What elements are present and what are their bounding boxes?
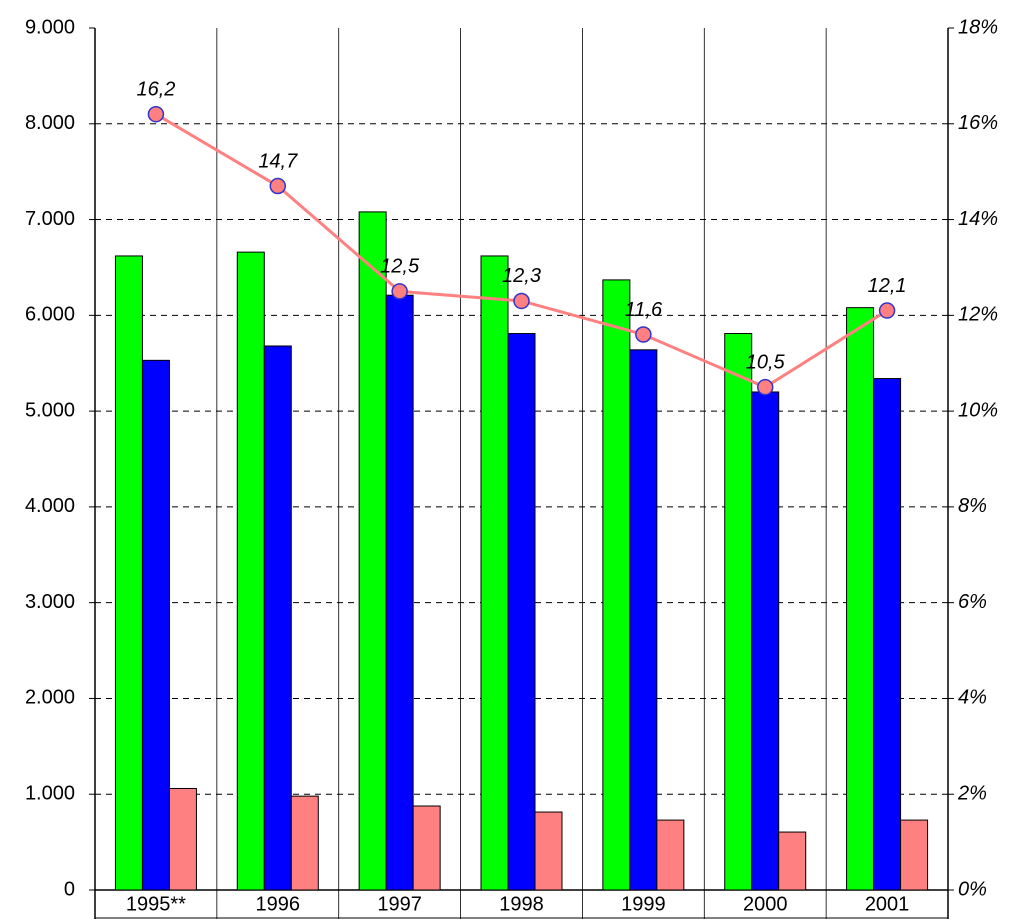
bar bbox=[507, 333, 536, 891]
data-label: 12,3 bbox=[502, 265, 541, 287]
y2-tick-label: 0% bbox=[958, 878, 987, 900]
bar bbox=[290, 795, 319, 891]
x-tick-label: 1998 bbox=[499, 893, 544, 915]
y-tick-label: 2.000 bbox=[25, 687, 75, 709]
y-tick-label: 9.000 bbox=[25, 16, 75, 38]
x-tick-label: 1996 bbox=[256, 893, 301, 915]
y-tick-label: 8.000 bbox=[25, 112, 75, 134]
bar bbox=[900, 819, 929, 891]
bar bbox=[602, 279, 631, 891]
y2-tick-label: 14% bbox=[958, 208, 998, 230]
data-label: 11,6 bbox=[625, 299, 663, 321]
bar bbox=[534, 811, 563, 891]
bar bbox=[480, 255, 509, 891]
line-marker bbox=[513, 292, 530, 310]
bar bbox=[412, 805, 441, 891]
y2-tick-label: 4% bbox=[958, 687, 987, 709]
bar bbox=[629, 349, 658, 891]
line-marker bbox=[878, 302, 896, 319]
x-tick-label: 1999 bbox=[621, 893, 666, 915]
line-marker bbox=[147, 105, 165, 123]
bar bbox=[263, 345, 292, 891]
y-tick-label: 0 bbox=[64, 878, 75, 900]
data-label: 14,7 bbox=[258, 150, 298, 172]
bar bbox=[778, 831, 807, 891]
y2-tick-label: 16% bbox=[958, 112, 998, 134]
y-tick-label: 4.000 bbox=[25, 495, 75, 517]
bar bbox=[358, 211, 387, 891]
y-tick-label: 6.000 bbox=[25, 304, 75, 326]
data-label: 16,2 bbox=[136, 78, 175, 100]
bar bbox=[724, 333, 753, 891]
bar bbox=[873, 378, 902, 891]
bar bbox=[846, 307, 875, 891]
y-tick-label: 1.000 bbox=[25, 783, 75, 805]
data-label: 12,1 bbox=[868, 275, 907, 297]
bar bbox=[236, 251, 265, 891]
bar bbox=[114, 255, 143, 891]
x-tick-label: 1995** bbox=[126, 893, 186, 915]
y2-tick-label: 6% bbox=[958, 591, 987, 613]
line-marker bbox=[391, 283, 408, 300]
bar bbox=[141, 359, 170, 891]
y-tick-label: 5.000 bbox=[25, 399, 75, 421]
bar bbox=[168, 787, 197, 891]
y-tick-label: 3.000 bbox=[25, 591, 75, 613]
line-marker bbox=[756, 378, 774, 396]
data-label: 10,5 bbox=[746, 351, 786, 373]
y2-tick-label: 10% bbox=[958, 399, 998, 421]
y2-tick-label: 12% bbox=[958, 304, 998, 326]
y2-tick-label: 8% bbox=[958, 495, 987, 517]
data-label: 12,5 bbox=[380, 256, 420, 278]
y2-tick-label: 2% bbox=[957, 783, 987, 805]
x-tick-label: 2001 bbox=[865, 893, 910, 915]
bar bbox=[751, 391, 780, 891]
line-marker bbox=[269, 177, 287, 195]
y2-tick-label: 18% bbox=[958, 16, 998, 38]
x-tick-label: 2000 bbox=[743, 893, 788, 915]
bar bbox=[656, 819, 685, 891]
bar bbox=[385, 294, 414, 891]
line-marker bbox=[635, 326, 652, 343]
y-tick-label: 7.000 bbox=[25, 208, 75, 230]
x-tick-label: 1997 bbox=[377, 893, 422, 915]
